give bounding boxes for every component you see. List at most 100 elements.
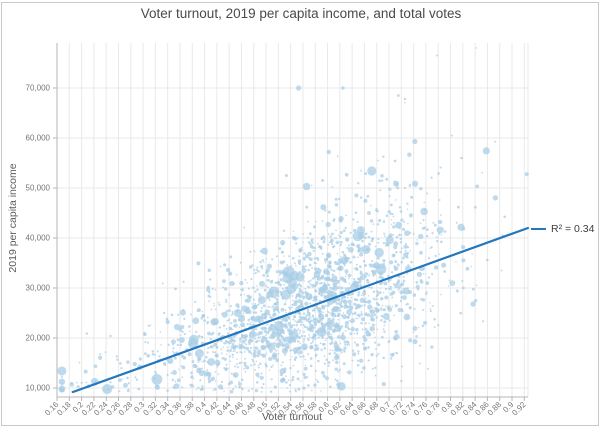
data-point	[242, 361, 244, 364]
data-point	[267, 305, 270, 308]
data-point	[375, 301, 379, 305]
data-point	[370, 317, 374, 321]
y-axis-title: 2019 per capita income	[7, 163, 19, 273]
data-point	[251, 303, 253, 305]
data-point	[238, 380, 240, 383]
data-point	[382, 220, 386, 223]
data-point	[411, 180, 419, 187]
data-point	[178, 337, 185, 343]
data-point	[262, 320, 265, 322]
data-point	[347, 306, 350, 309]
data-point	[378, 291, 382, 294]
data-point	[260, 327, 263, 330]
data-point	[481, 320, 485, 323]
data-point	[381, 179, 384, 182]
data-point	[328, 301, 331, 303]
data-point	[405, 303, 407, 306]
data-point	[361, 239, 364, 243]
data-point	[200, 317, 203, 320]
data-point	[206, 285, 210, 289]
data-point	[347, 325, 349, 328]
data-point	[252, 311, 256, 314]
data-point	[254, 271, 257, 275]
data-point	[313, 307, 316, 310]
data-point	[264, 337, 268, 341]
data-point	[282, 229, 286, 233]
data-point	[400, 296, 403, 299]
data-point	[164, 364, 167, 367]
data-point	[278, 282, 281, 286]
data-point	[238, 315, 246, 323]
data-point	[524, 172, 529, 177]
data-point	[312, 299, 315, 302]
data-point	[302, 331, 305, 333]
data-point	[241, 288, 245, 292]
data-point	[306, 318, 310, 323]
data-point	[109, 381, 112, 384]
data-point	[369, 310, 372, 313]
data-point	[315, 378, 318, 381]
data-point	[217, 341, 219, 343]
data-point	[376, 294, 379, 297]
data-point	[500, 269, 503, 272]
data-point	[183, 317, 186, 321]
data-point	[412, 138, 418, 145]
data-point	[229, 280, 235, 287]
data-point	[199, 387, 204, 392]
data-point	[167, 343, 170, 346]
data-point	[365, 247, 370, 252]
data-point	[269, 323, 277, 331]
data-point	[349, 260, 352, 264]
data-point	[373, 332, 375, 334]
data-point	[313, 225, 317, 229]
data-point	[270, 306, 272, 309]
data-point	[344, 329, 347, 332]
data-point	[367, 346, 370, 349]
data-point	[344, 314, 347, 316]
data-point	[390, 357, 393, 360]
data-point	[273, 303, 277, 306]
data-point	[406, 316, 409, 319]
data-point	[337, 265, 344, 272]
data-point	[369, 204, 372, 207]
data-point	[415, 241, 419, 246]
data-point	[325, 252, 332, 258]
data-point	[319, 342, 322, 345]
data-point	[380, 174, 384, 178]
data-point	[254, 290, 257, 293]
data-point	[223, 390, 225, 392]
data-point	[276, 309, 280, 312]
data-point	[261, 341, 264, 344]
data-point	[260, 386, 264, 389]
data-point	[207, 346, 210, 350]
data-point	[406, 202, 409, 205]
data-point	[208, 300, 210, 302]
data-point	[239, 351, 242, 353]
data-point	[294, 356, 298, 359]
data-point	[190, 376, 193, 379]
data-point	[332, 219, 335, 222]
data-point	[394, 283, 399, 289]
data-point	[289, 390, 292, 393]
data-point	[368, 322, 371, 325]
data-point	[229, 305, 232, 308]
data-point	[334, 378, 337, 381]
data-point	[404, 242, 407, 246]
data-point	[249, 346, 253, 350]
data-point	[385, 244, 388, 247]
data-point	[300, 285, 302, 288]
data-point	[115, 355, 118, 358]
data-point	[333, 329, 336, 331]
data-point	[300, 246, 303, 249]
data-point	[166, 373, 169, 377]
y-tick-label: 40,000	[26, 234, 51, 243]
data-point	[211, 350, 215, 354]
data-point	[313, 257, 316, 260]
data-point	[383, 330, 386, 333]
data-point	[222, 346, 224, 348]
data-point	[388, 187, 392, 191]
data-point	[265, 279, 268, 281]
data-point	[247, 389, 250, 392]
data-point	[103, 388, 105, 391]
data-point	[254, 302, 256, 305]
